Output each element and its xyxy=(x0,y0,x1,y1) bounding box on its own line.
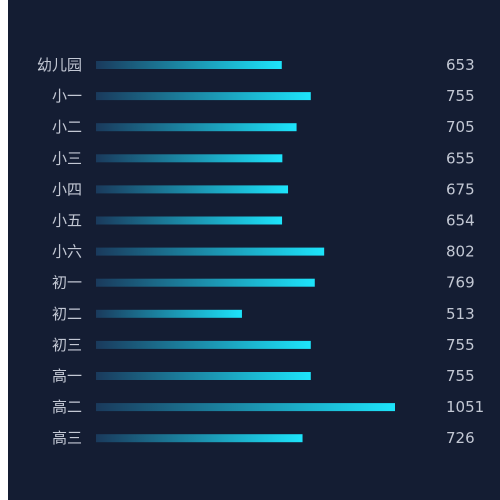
bar xyxy=(96,340,311,349)
category-label: 初二 xyxy=(52,305,82,323)
category-label: 小三 xyxy=(52,149,82,167)
value-label: 755 xyxy=(446,367,475,385)
category-label: 小六 xyxy=(52,243,82,261)
bar xyxy=(96,309,242,318)
category-label: 小五 xyxy=(52,212,82,230)
value-label: 769 xyxy=(446,274,475,292)
bar xyxy=(96,216,283,225)
bar xyxy=(96,61,282,69)
category-label: 高三 xyxy=(52,429,82,447)
category-label: 小二 xyxy=(52,118,82,136)
value-label: 755 xyxy=(446,87,475,105)
category-label: 初三 xyxy=(52,336,82,354)
bar xyxy=(96,372,311,380)
bar xyxy=(96,185,289,194)
bar xyxy=(96,123,297,132)
value-label: 675 xyxy=(446,180,475,198)
value-label: 755 xyxy=(446,336,475,354)
category-label: 高一 xyxy=(52,367,82,385)
category-label: 小四 xyxy=(52,180,82,198)
bar xyxy=(96,403,395,412)
value-label: 802 xyxy=(446,243,475,261)
bar xyxy=(96,154,283,163)
value-label: 653 xyxy=(446,56,475,74)
value-label: 513 xyxy=(446,305,475,323)
value-label: 726 xyxy=(446,429,475,447)
category-label: 高二 xyxy=(52,398,82,416)
category-label: 小一 xyxy=(52,87,82,105)
bar xyxy=(96,92,311,101)
category-label: 幼儿园 xyxy=(37,56,82,74)
value-label: 655 xyxy=(446,149,475,167)
value-label: 654 xyxy=(446,212,475,230)
value-label: 705 xyxy=(446,118,475,136)
bar xyxy=(96,247,325,256)
bars-layer: 幼儿园 653 小一 755 小二 705 小三 655 小四 675 小五 654 小六 802 初一 76… xyxy=(37,56,484,447)
value-label: 1051 xyxy=(446,398,484,416)
category-label: 初一 xyxy=(52,274,82,292)
bar xyxy=(96,434,303,443)
bar xyxy=(96,278,315,287)
